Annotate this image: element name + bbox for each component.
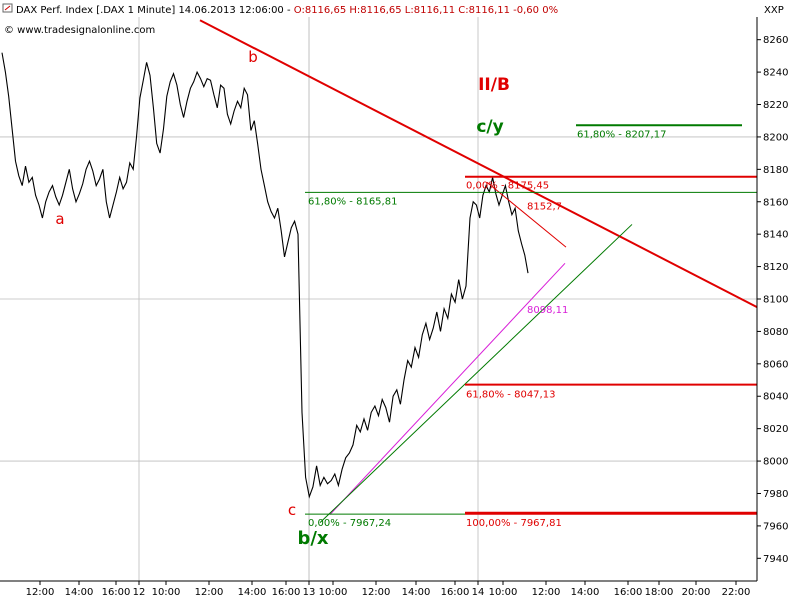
wave-label: a <box>55 210 64 228</box>
x-tick-label: 14:00 <box>402 587 431 598</box>
y-tick-label: 8080 <box>763 327 788 338</box>
header-instrument: DAX Perf. Index [.DAX 1 Minute] 14.06.20… <box>16 5 294 16</box>
red-channel-line <box>486 181 567 248</box>
x-tick-label: 14:00 <box>238 587 267 598</box>
price-series-line <box>1 52 529 499</box>
x-tick-label: 10:00 <box>489 587 518 598</box>
axis-layer: 7940 7960 7980 8000 8020 8040 8060 8080 8100 8120… <box>0 17 788 598</box>
fib-level-label: 8152,7 <box>527 202 562 213</box>
header-bar <box>0 0 760 17</box>
magenta-trendline <box>329 263 566 515</box>
price-layer <box>1 52 529 499</box>
y-tick-label: 8060 <box>763 359 788 370</box>
y-tick-label: 8040 <box>763 392 788 403</box>
y-tick-label: 8120 <box>763 262 788 273</box>
x-tick-label: 10:00 <box>319 587 348 598</box>
y-tick-label: 8020 <box>763 424 788 435</box>
x-tick-label: 20:00 <box>682 587 711 598</box>
svg-text:DAX Perf. Index [.DAX 1 Minut: DAX Perf. Index [.DAX 1 Minute] 14.06.20… <box>16 5 558 16</box>
fib-level-label: 8098,11 <box>527 305 568 316</box>
fib-level-label: 61,80% - 8207,17 <box>577 129 666 140</box>
wave-label: c <box>288 501 296 519</box>
watermark: © www.tradesignalonline.com <box>4 25 155 36</box>
y-tick-label: 8220 <box>763 100 788 111</box>
green-trendline <box>319 224 633 524</box>
fib-level-label: 0,00% - 8175,45 <box>466 181 549 192</box>
header-icon <box>2 3 13 13</box>
x-tick-label: 12:00 <box>362 587 391 598</box>
wave-label: c/y <box>476 117 503 137</box>
x-tick-label: 18:00 <box>645 587 674 598</box>
fib-level-label: 61,80% - 8165,81 <box>308 196 397 207</box>
fib-level-label: 0,00% - 7967,24 <box>308 518 391 529</box>
x-tick-label: 14:00 <box>65 587 94 598</box>
y-tick-label: 8260 <box>763 35 788 46</box>
y-tick-label: 7940 <box>763 554 788 565</box>
header-close: C:8116,11 -0,60 0% <box>458 5 558 16</box>
x-tick-label: 12:00 <box>532 587 561 598</box>
x-tick-label: 16:00 <box>614 587 643 598</box>
y-tick-label: 7960 <box>763 521 788 532</box>
wave-label: II/B <box>478 75 510 95</box>
y-tick-label: 7980 <box>763 489 788 500</box>
red-trendline <box>199 19 758 308</box>
x-tick-label: 14:00 <box>571 587 600 598</box>
y-tick-label: 8180 <box>763 165 788 176</box>
fib-level-label: 100,00% - 7967,81 <box>466 518 562 529</box>
x-tick-label: 16:00 <box>102 587 131 598</box>
fib-level-label: 61,80% - 8047,13 <box>466 390 555 401</box>
y-tick-label: 8140 <box>763 230 788 241</box>
y-tick-label: 8200 <box>763 132 788 143</box>
y-tick-label: 8100 <box>763 295 788 306</box>
y-tick-label: 8000 <box>763 457 788 468</box>
y-tick-label: 8240 <box>763 68 788 79</box>
x-tick-label: 10:00 <box>152 587 181 598</box>
overlay-layer: 61,80% - 8207,17 61,80% - 8165,81 0,00% - … <box>55 19 758 549</box>
x-tick-label: 12:00 <box>26 587 55 598</box>
x-tick-label: 16:00 <box>272 587 301 598</box>
x-tick-label: 14 <box>472 587 485 598</box>
x-tick-label: 16:00 <box>441 587 470 598</box>
y-tick-label: 8160 <box>763 197 788 208</box>
symbol-label: XXP <box>764 5 784 16</box>
header-ohlc: O:8116,65 H:8116,65 L:8116,11 <box>294 5 459 16</box>
x-tick-label: 12:00 <box>195 587 224 598</box>
x-tick-label: 13 <box>303 587 316 598</box>
x-tick-label: 12 <box>133 587 146 598</box>
wave-label: b <box>248 48 258 66</box>
x-tick-label: 22:00 <box>722 587 751 598</box>
wave-label: b/x <box>297 528 328 549</box>
